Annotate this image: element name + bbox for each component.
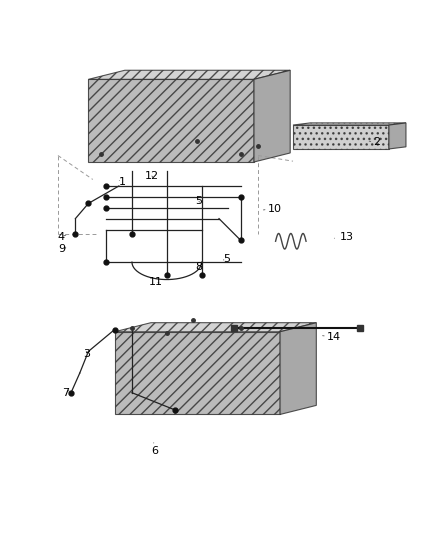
Polygon shape xyxy=(293,125,389,149)
Polygon shape xyxy=(115,332,280,415)
Polygon shape xyxy=(389,123,406,149)
Text: 3: 3 xyxy=(84,349,91,359)
Polygon shape xyxy=(88,70,290,79)
Text: 14: 14 xyxy=(322,332,341,342)
Text: 12: 12 xyxy=(145,171,159,181)
Text: 13: 13 xyxy=(334,232,354,242)
Text: 5: 5 xyxy=(195,196,202,206)
Polygon shape xyxy=(115,322,316,332)
Polygon shape xyxy=(88,79,254,162)
Polygon shape xyxy=(254,70,290,162)
Text: 5: 5 xyxy=(223,254,230,264)
Text: 2: 2 xyxy=(369,138,381,148)
Text: 9: 9 xyxy=(59,244,66,254)
Polygon shape xyxy=(293,123,406,125)
Polygon shape xyxy=(280,322,316,415)
Text: 6: 6 xyxy=(152,443,159,456)
Text: 11: 11 xyxy=(148,277,162,287)
Text: 1: 1 xyxy=(118,176,125,187)
Text: 8: 8 xyxy=(195,262,202,271)
Text: 4: 4 xyxy=(57,232,66,242)
Text: 7: 7 xyxy=(62,387,69,398)
Text: 10: 10 xyxy=(263,204,282,214)
